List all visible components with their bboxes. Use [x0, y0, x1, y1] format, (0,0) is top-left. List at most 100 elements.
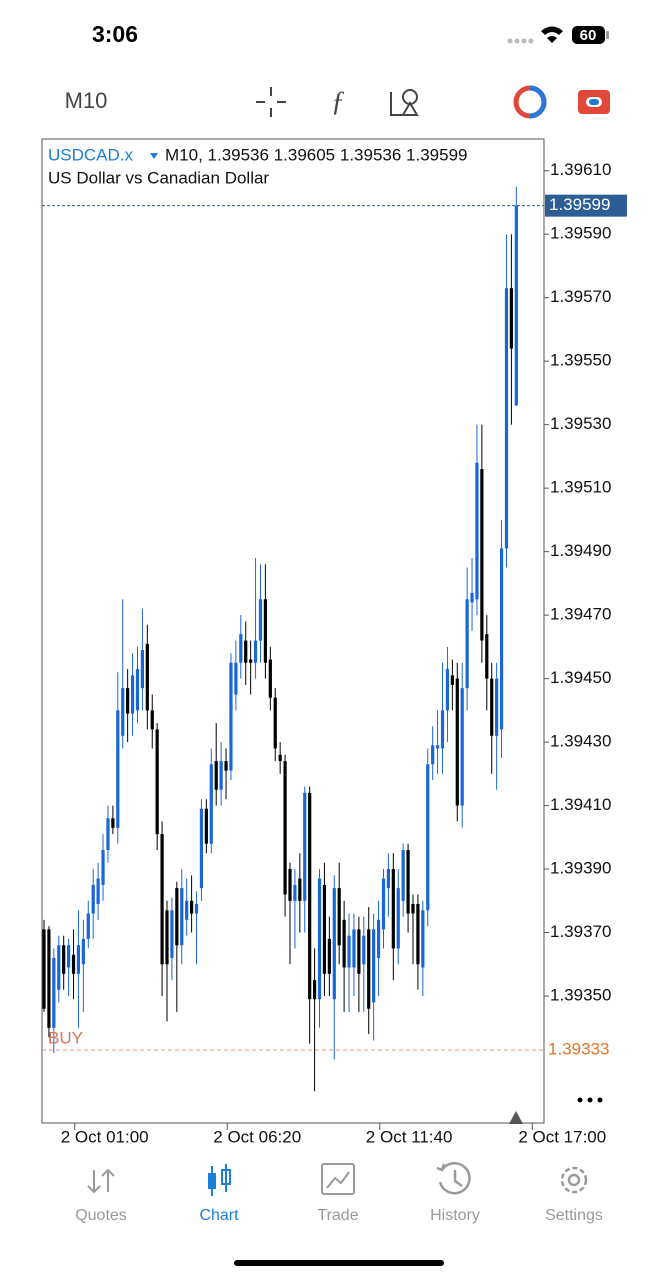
candle-body: [91, 884, 95, 914]
candle-body: [135, 669, 140, 711]
symbol[interactable]: USDCAD.x: [48, 145, 134, 164]
tab-label[interactable]: Settings: [545, 1207, 603, 1224]
candle-body: [130, 675, 135, 714]
candle-body: [396, 888, 400, 949]
y-tick-label: 1.39350: [550, 986, 611, 1005]
shift-marker[interactable]: [509, 1111, 523, 1124]
candle-body: [175, 888, 179, 946]
plot: [42, 186, 518, 1092]
history-icon[interactable]: [436, 1162, 471, 1195]
candle-body: [57, 945, 61, 990]
candle-body: [455, 678, 459, 806]
candle-body: [490, 678, 494, 736]
candle-body: [140, 650, 144, 689]
candle-body: [450, 675, 454, 685]
y-tick-label: 1.39450: [550, 668, 611, 687]
candle-body: [465, 599, 469, 689]
candle-body: [411, 903, 415, 914]
y-tick-label: 1.39570: [550, 287, 611, 306]
symbol-description: US Dollar vs Canadian Dollar: [48, 168, 269, 187]
crosshair-button[interactable]: [256, 87, 286, 117]
candle-body: [362, 935, 366, 965]
status-time: 3:06: [92, 21, 138, 47]
candle-body: [485, 634, 489, 679]
tab-label[interactable]: Quotes: [75, 1207, 127, 1224]
trade-icon[interactable]: [321, 1163, 355, 1195]
candle-body: [116, 710, 120, 828]
trade-button[interactable]: [513, 85, 547, 119]
timeframe[interactable]: M10: [65, 88, 108, 113]
candle-body: [376, 919, 381, 958]
candle-body: [303, 792, 307, 901]
chart-icon[interactable]: [208, 1164, 231, 1196]
candle-body: [224, 761, 228, 771]
candle-body: [209, 764, 213, 844]
candle-body: [81, 938, 85, 965]
candle-body: [42, 929, 46, 1009]
home-indicator: [234, 1260, 444, 1266]
candle-body: [249, 659, 253, 663]
x-tick-label: 2 Oct 17:00: [518, 1127, 606, 1146]
candle-body: [386, 869, 390, 889]
candle-body: [96, 878, 100, 904]
candle-body: [199, 808, 204, 889]
candle-body: [499, 548, 504, 730]
candle-body: [509, 288, 513, 349]
y-tick-label: 1.39410: [550, 795, 611, 814]
candle-body: [440, 710, 445, 749]
indicators-button[interactable]: ƒ: [331, 86, 345, 117]
candle-body: [401, 850, 405, 901]
candle-body: [347, 935, 351, 968]
more-button[interactable]: [577, 1097, 603, 1103]
candle-body: [352, 929, 356, 968]
candle-body: [258, 599, 263, 641]
candle-body: [421, 910, 425, 968]
candle-body: [298, 878, 302, 901]
buy-label: BUY: [48, 1028, 83, 1047]
y-tick-label: 1.39550: [550, 351, 611, 370]
candle-body: [263, 599, 267, 663]
candle-body: [86, 913, 90, 939]
chart-frame: [41, 138, 545, 1124]
candle-body: [190, 900, 194, 914]
symbol-dropdown[interactable]: [150, 153, 158, 159]
candle-body: [204, 808, 208, 844]
candle-body: [470, 592, 474, 603]
candle-body: [431, 745, 435, 765]
candle-body: [214, 761, 218, 790]
current-price-label: 1.39599: [549, 195, 610, 214]
account-button[interactable]: [578, 90, 610, 114]
candle-body: [367, 929, 371, 1009]
y-tick-label: 1.39470: [550, 605, 611, 624]
candle-body: [194, 903, 199, 914]
tab-label[interactable]: Trade: [317, 1207, 358, 1224]
candle-body: [391, 869, 395, 949]
candle-body: [180, 888, 184, 946]
quotes-icon[interactable]: [87, 1168, 115, 1194]
x-tick-label: 2 Oct 01:00: [61, 1127, 149, 1146]
candle-body: [416, 903, 420, 965]
objects-button[interactable]: [390, 89, 419, 116]
candle-body: [327, 938, 331, 974]
candle-body: [155, 729, 159, 835]
settings-icon[interactable]: [560, 1166, 588, 1194]
candle-body: [145, 643, 149, 711]
y-tick-label: 1.39530: [550, 414, 611, 433]
signal-icon: [507, 38, 534, 44]
candle-body: [381, 878, 386, 930]
candle-body: [342, 919, 346, 968]
battery-level: 60: [580, 27, 597, 44]
candle-body: [426, 764, 430, 911]
y-tick-label: 1.39390: [550, 859, 611, 878]
tab-label[interactable]: History: [430, 1207, 480, 1224]
battery-tip: [606, 31, 609, 39]
tab-label[interactable]: Chart: [199, 1207, 239, 1224]
candle-body: [47, 929, 51, 1028]
candle-body: [475, 462, 479, 600]
ohlc-info: M10, 1.39536 1.39605 1.39536 1.39599: [165, 145, 468, 164]
candle-body: [273, 697, 277, 749]
candle-body: [436, 745, 440, 749]
candle-body: [480, 469, 484, 641]
